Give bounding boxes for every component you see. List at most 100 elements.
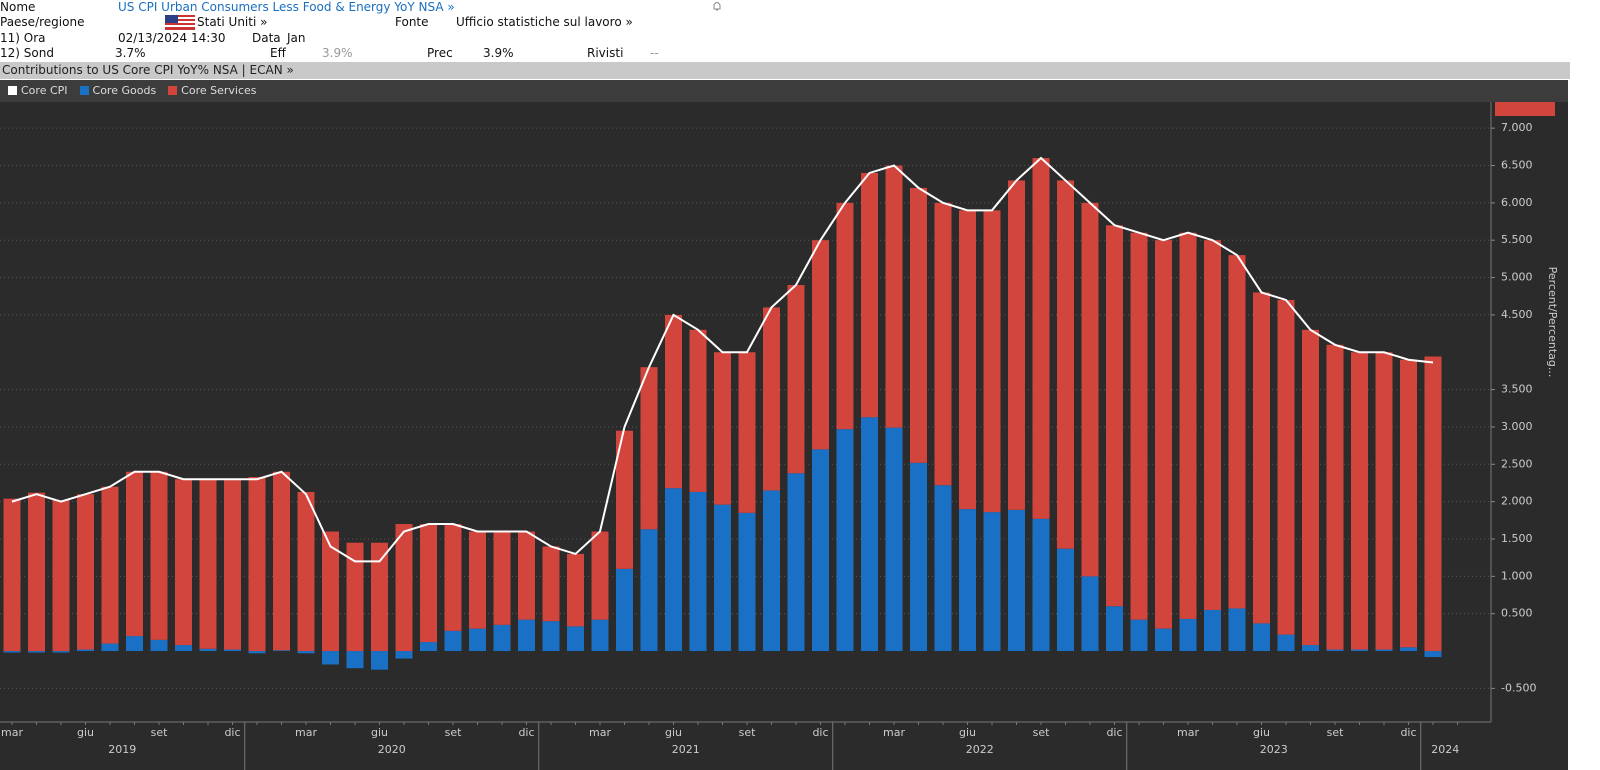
bar [493,531,511,625]
x-tick-label: dic [518,726,534,739]
value: 3.7% [115,46,146,60]
y-tick-label: 2.000 [1501,495,1533,508]
link[interactable]: Ufficio statistiche sul lavoro » [456,15,633,29]
label: Data [252,31,281,45]
bar [28,651,45,653]
bar [150,471,168,640]
bar [567,553,584,627]
legend-entry[interactable]: Core CPI [8,80,72,102]
bar [1326,649,1344,652]
x-tick-label: set [445,726,462,739]
x-tick-label: set [739,726,756,739]
label: Fonte [395,15,429,29]
bar [1253,623,1270,652]
year-label: 2024 [1431,743,1459,756]
legend-label: Core CPI [21,84,68,97]
label: Rivisti [587,46,624,60]
bar [1106,225,1123,607]
bar [175,479,192,646]
bar [273,471,290,651]
bar [591,619,609,652]
panel-title[interactable]: Contributions to US Core CPI YoY% NSA | … [0,62,1570,79]
year-label: 2023 [1260,743,1288,756]
bar [714,504,731,652]
bar [1155,240,1172,629]
bar [1351,352,1368,650]
label: 12) Sond [0,46,54,60]
bar [836,202,854,430]
bar [469,531,486,629]
bar [444,630,462,652]
legend-entry[interactable]: Core Goods [79,80,161,102]
y-tick-label: 3.000 [1501,420,1533,433]
bar [1130,619,1148,652]
bar [1400,647,1417,652]
bar [542,546,560,622]
value: Jan [287,31,306,45]
bar [28,492,45,652]
legend-swatch [168,86,178,95]
bar [1032,158,1050,519]
line [11,156,1434,563]
bar [1424,356,1442,652]
bar [640,529,658,652]
bell-icon[interactable] [711,0,723,12]
legend-label: Core Goods [92,84,157,97]
bar [1375,649,1393,652]
year-label: 2020 [378,743,406,756]
bar [1081,202,1099,577]
bar [371,651,388,670]
bar [199,479,217,649]
bar [591,531,609,620]
bar [248,476,266,652]
x-tick-label: dic [1106,726,1122,739]
y-tick-label: 0.500 [1501,607,1533,620]
bar [1375,352,1393,650]
y-tick-label: 2.500 [1501,457,1533,470]
link[interactable]: Stati Uniti » [197,15,268,29]
bar [273,650,290,652]
label: Eff [270,46,286,60]
x-tick-label: mar [883,726,905,739]
legend-entry[interactable]: Core Services [168,80,260,102]
x-tick-label: giu [1253,726,1270,739]
bar [420,642,437,652]
bar [983,512,1001,652]
bar [861,172,878,418]
bar [616,568,633,652]
bar [1179,232,1197,619]
label: 11) Ora [0,31,46,45]
x-tick-label: set [1327,726,1344,739]
bar [1008,180,1025,510]
bar [346,651,364,669]
bar [469,628,486,652]
bar [248,651,266,654]
bar [763,490,780,652]
bar [518,619,535,652]
bar [101,486,119,644]
bar [224,479,241,650]
chart: Percent/Percentag... -0.500 0.500 1.000 1.5… [0,102,1568,770]
bar [77,649,94,652]
bar [1057,548,1074,652]
link[interactable]: US CPI Urban Consumers Less Food & Energ… [118,0,455,14]
bar [787,473,805,652]
bar [934,202,952,486]
bar [959,210,976,510]
bar [1008,509,1025,652]
x-tick-label: mar [1,726,23,739]
bar [1253,292,1270,624]
us-flag [165,15,195,30]
bar [395,524,413,652]
bar [959,509,976,652]
bar [1277,299,1295,635]
bar [616,430,633,569]
bar [1204,240,1221,610]
year-label: 2019 [108,743,136,756]
y-tick-label: 4.500 [1501,308,1533,321]
bar [665,314,682,489]
legend-swatch [8,86,17,95]
bar [1179,618,1197,652]
bar [444,524,462,631]
bar [1081,576,1099,652]
